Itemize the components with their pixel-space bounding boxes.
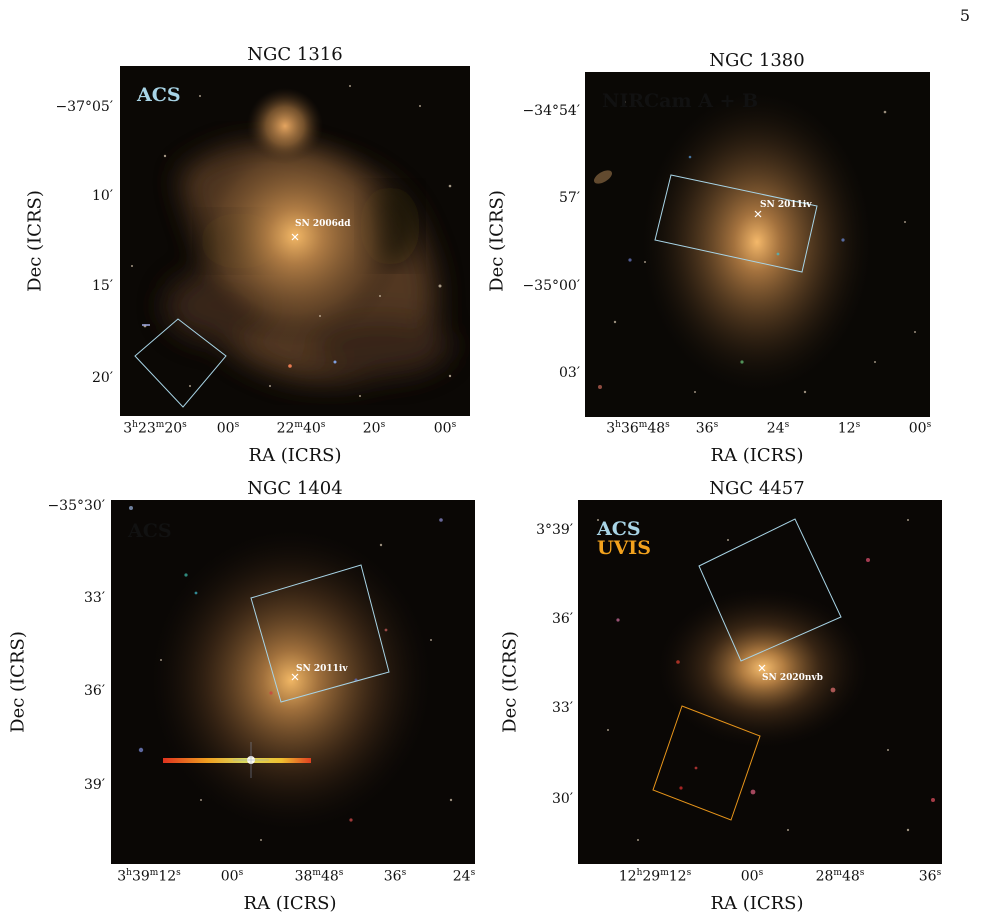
instrument-label-acs: ACS (597, 518, 641, 540)
x-axis-label: RA (ICRS) (243, 893, 337, 914)
x-tick: 00s (433, 420, 457, 437)
image-ngc1316 (120, 66, 470, 416)
x-tick: 36s (695, 420, 719, 437)
image-ngc4457 (578, 500, 942, 864)
sn-label: SN 2011iv (296, 664, 348, 674)
y-tick: 36′ (552, 611, 573, 627)
y-tick: 3°39′ (536, 522, 573, 538)
sn-label: SN 2006dd (295, 219, 351, 229)
sn-label: SN 2020nvb (762, 673, 823, 683)
y-tick: −34°54′ (522, 103, 580, 119)
x-tick: 36s (383, 868, 407, 885)
x-tick: 38m48s (294, 868, 344, 885)
x-tick: 00s (740, 868, 764, 885)
y-axis-label: Dec (ICRS) (24, 190, 46, 292)
x-tick: 3h39m12s (117, 868, 181, 885)
panel-title-ngc1380: NGC 1380 (709, 50, 805, 71)
x-tick: 12s (837, 420, 861, 437)
x-tick: 00s (216, 420, 240, 437)
x-tick: 20s (362, 420, 386, 437)
y-tick: −35°30′ (47, 498, 105, 514)
x-tick: 3h23m20s (123, 420, 187, 437)
x-tick: 00s (220, 868, 244, 885)
x-tick: 22m40s (276, 420, 326, 437)
instrument-label-uvis: UVIS (597, 537, 651, 559)
x-tick: 24s (766, 420, 790, 437)
x-tick: 36s (918, 868, 942, 885)
x-tick: 12h29m12s (618, 868, 692, 885)
y-tick: 03′ (559, 365, 580, 381)
y-tick: 33′ (84, 590, 105, 606)
image-ngc1380 (585, 72, 930, 417)
image-ngc1404 (111, 500, 475, 864)
y-tick: 33′ (552, 700, 573, 716)
instrument-label: ACS (137, 84, 181, 106)
y-axis-label: Dec (ICRS) (499, 631, 521, 733)
y-tick: 39′ (84, 777, 105, 793)
y-tick: −37°05′ (55, 99, 113, 115)
panel-title-ngc1404: NGC 1404 (247, 478, 343, 499)
y-tick: 36′ (84, 683, 105, 699)
panel-title-ngc1316: NGC 1316 (247, 44, 343, 65)
panel-title-ngc4457: NGC 4457 (709, 478, 805, 499)
sn-label: SN 2011iv (760, 200, 812, 210)
instrument-label: ACS (128, 520, 172, 542)
page-number: 5 (959, 6, 970, 25)
y-tick: 57′ (559, 190, 580, 206)
instrument-label: NIRCam A + B (602, 90, 759, 112)
y-tick: 15′ (92, 278, 113, 294)
x-axis-label: RA (ICRS) (710, 445, 804, 466)
y-tick: 30′ (552, 791, 573, 807)
y-tick: 10′ (92, 188, 113, 204)
x-tick: 3h36m48s (606, 420, 670, 437)
y-axis-label: Dec (ICRS) (7, 631, 29, 733)
y-tick: 20′ (92, 370, 113, 386)
x-axis-label: RA (ICRS) (248, 445, 342, 466)
y-axis-label: Dec (ICRS) (486, 190, 508, 292)
x-tick: 28m48s (815, 868, 865, 885)
y-tick: −35°00′ (522, 278, 580, 294)
x-tick: 24s (452, 868, 476, 885)
x-tick: 00s (908, 420, 932, 437)
x-axis-label: RA (ICRS) (710, 893, 804, 914)
